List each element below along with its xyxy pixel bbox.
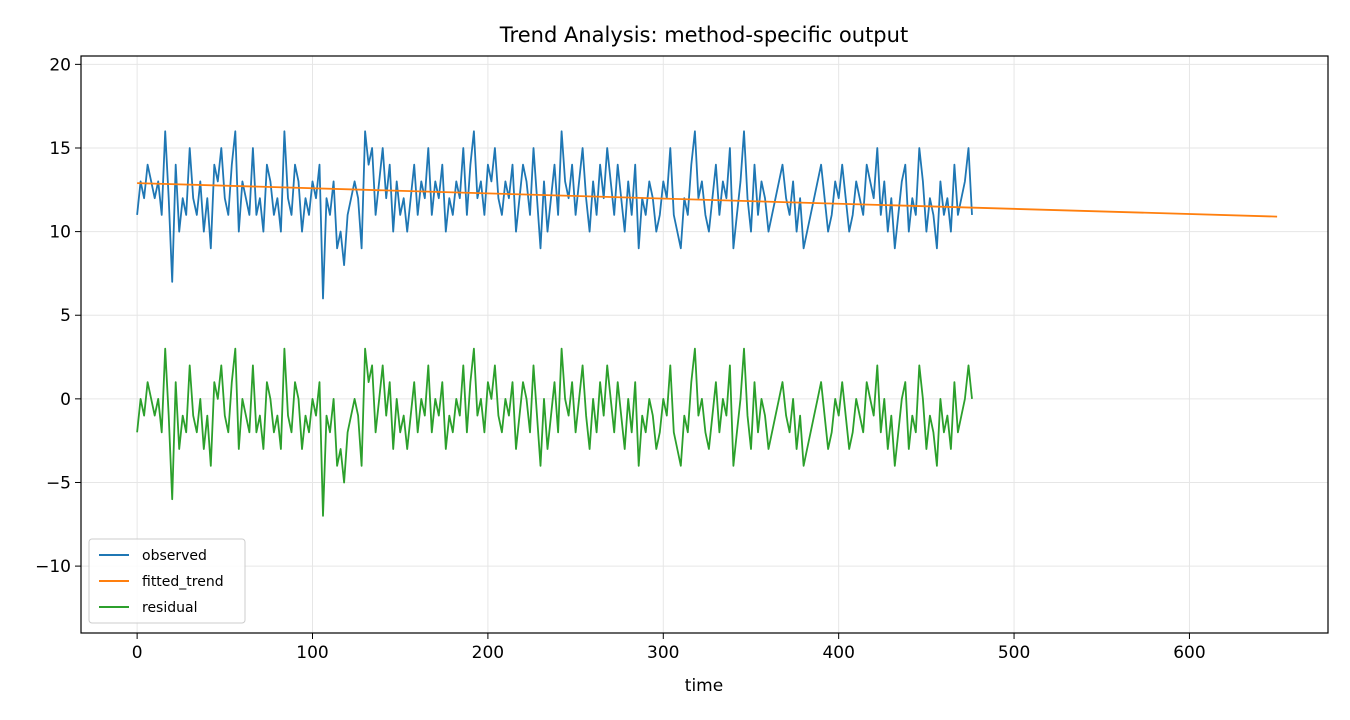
x-tick-label: 600 bbox=[1173, 643, 1205, 663]
y-tick-label: 10 bbox=[49, 223, 71, 243]
x-tick-label: 400 bbox=[822, 643, 854, 663]
y-tick-label: 20 bbox=[49, 55, 71, 75]
series-layer bbox=[136, 130, 1278, 517]
legend-label: observed bbox=[142, 548, 207, 564]
grid bbox=[81, 56, 1328, 633]
x-tick-label: 0 bbox=[132, 643, 143, 663]
chart-title: Trend Analysis: method-specific output bbox=[499, 23, 908, 47]
y-tick-label: 15 bbox=[49, 139, 71, 159]
legend-label: fitted_trend bbox=[142, 574, 224, 590]
y-tick-label: 5 bbox=[60, 306, 71, 326]
x-tick-label: 100 bbox=[296, 643, 328, 663]
legend-label: residual bbox=[142, 600, 197, 616]
series-line-fitted-trend bbox=[137, 182, 1278, 218]
y-tick-label: 0 bbox=[60, 390, 71, 410]
y-tick-label: −5 bbox=[46, 473, 71, 493]
y-tick-label: −10 bbox=[35, 557, 71, 577]
legend-box bbox=[88, 538, 246, 624]
x-tick-label: 300 bbox=[647, 643, 679, 663]
legend: observed fitted_trend residual bbox=[88, 538, 246, 624]
y-axis: −10 −5 0 5 10 15 20 bbox=[35, 55, 81, 577]
x-tick-label: 200 bbox=[472, 643, 504, 663]
x-axis-label: time bbox=[685, 676, 723, 696]
x-tick-label: 500 bbox=[998, 643, 1030, 663]
plot-frame bbox=[80, 55, 1329, 634]
x-axis: 0 100 200 300 400 500 600 bbox=[132, 633, 1206, 663]
series-line-residual bbox=[136, 347, 973, 517]
